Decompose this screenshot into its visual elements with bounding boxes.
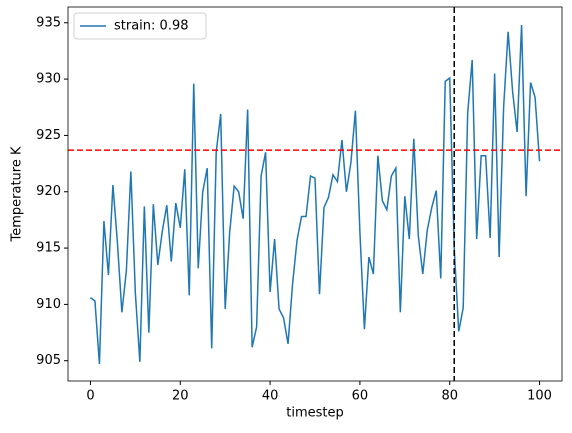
legend-label: strain: 0.98 (114, 19, 189, 34)
plot-frame (67, 6, 563, 382)
x-tick-label: 60 (352, 389, 369, 404)
x-tick-label: 20 (172, 389, 189, 404)
y-tick-label: 915 (36, 241, 61, 256)
legend: strain: 0.98 (73, 12, 207, 40)
y-tick-label: 905 (36, 353, 61, 368)
x-tick-label: 80 (441, 389, 458, 404)
x-tick-label: 100 (527, 389, 552, 404)
data-line (89, 24, 541, 365)
y-axis-label: Temperature K (10, 146, 25, 242)
x-axis-label: timestep (286, 406, 344, 421)
x-tick-label: 40 (262, 389, 279, 404)
y-tick-label: 920 (36, 184, 61, 199)
x-tick-label: 0 (86, 389, 94, 404)
y-tick-label: 930 (36, 72, 61, 87)
y-tick-label: 910 (36, 297, 61, 312)
y-tick-label: 925 (36, 128, 61, 143)
legend-frame (73, 12, 207, 40)
y-tick-label: 935 (36, 15, 61, 30)
